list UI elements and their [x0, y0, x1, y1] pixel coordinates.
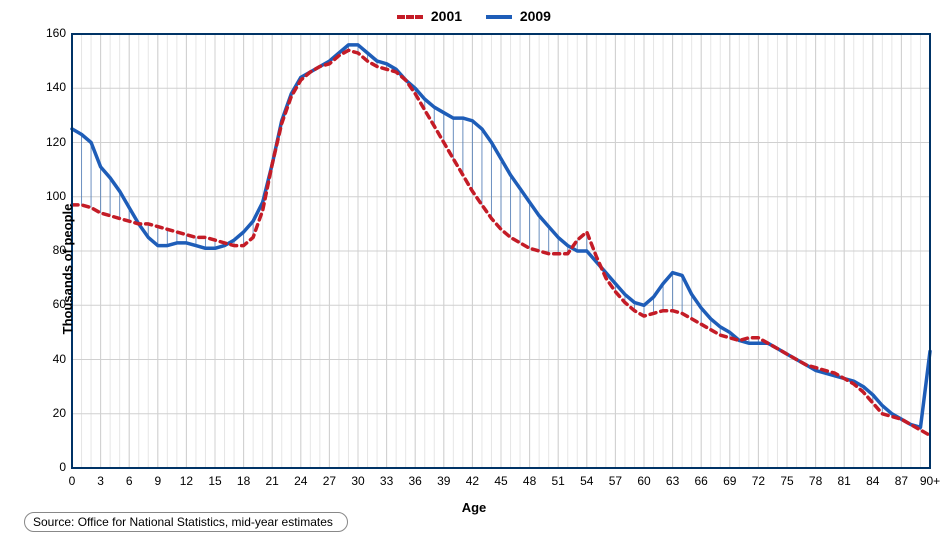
x-tick-label: 12: [174, 474, 198, 488]
x-tick-label: 6: [117, 474, 141, 488]
x-tick-label: 42: [460, 474, 484, 488]
x-tick-label: 69: [718, 474, 742, 488]
x-tick-label: 84: [861, 474, 885, 488]
x-tick-label: 57: [603, 474, 627, 488]
legend-swatch-2001: [397, 15, 423, 19]
x-tick-label: 18: [232, 474, 256, 488]
y-tick-label: 60: [26, 297, 66, 311]
legend: 2001 2009: [0, 8, 948, 24]
x-tick-label: 0: [60, 474, 84, 488]
x-tick-label: 60: [632, 474, 656, 488]
x-tick-label: 75: [775, 474, 799, 488]
x-tick-label: 51: [546, 474, 570, 488]
y-tick-label: 100: [26, 189, 66, 203]
x-tick-label: 30: [346, 474, 370, 488]
y-tick-label: 80: [26, 243, 66, 257]
x-tick-label: 90+: [918, 474, 942, 488]
x-tick-label: 54: [575, 474, 599, 488]
source-note: Source: Office for National Statistics, …: [24, 512, 348, 532]
x-tick-label: 48: [518, 474, 542, 488]
y-tick-label: 20: [26, 406, 66, 420]
x-tick-label: 33: [375, 474, 399, 488]
x-tick-label: 78: [804, 474, 828, 488]
x-tick-label: 36: [403, 474, 427, 488]
y-tick-label: 140: [26, 80, 66, 94]
y-tick-label: 120: [26, 135, 66, 149]
x-tick-label: 15: [203, 474, 227, 488]
x-tick-label: 81: [832, 474, 856, 488]
x-tick-label: 39: [432, 474, 456, 488]
y-tick-label: 0: [26, 460, 66, 474]
x-tick-label: 72: [746, 474, 770, 488]
x-tick-label: 21: [260, 474, 284, 488]
x-tick-label: 63: [661, 474, 685, 488]
x-tick-label: 27: [317, 474, 341, 488]
x-tick-label: 9: [146, 474, 170, 488]
y-axis-label: Thousands of people: [60, 204, 75, 335]
legend-item-2001: 2001: [397, 8, 466, 24]
x-tick-label: 87: [889, 474, 913, 488]
y-tick-label: 160: [26, 26, 66, 40]
y-tick-label: 40: [26, 352, 66, 366]
x-tick-label: 24: [289, 474, 313, 488]
legend-swatch-2009: [486, 15, 512, 19]
x-tick-label: 3: [89, 474, 113, 488]
x-tick-label: 45: [489, 474, 513, 488]
x-tick-label: 66: [689, 474, 713, 488]
legend-label-2001: 2001: [431, 8, 462, 24]
legend-label-2009: 2009: [520, 8, 551, 24]
population-age-chart: [0, 0, 948, 538]
legend-item-2009: 2009: [486, 8, 551, 24]
